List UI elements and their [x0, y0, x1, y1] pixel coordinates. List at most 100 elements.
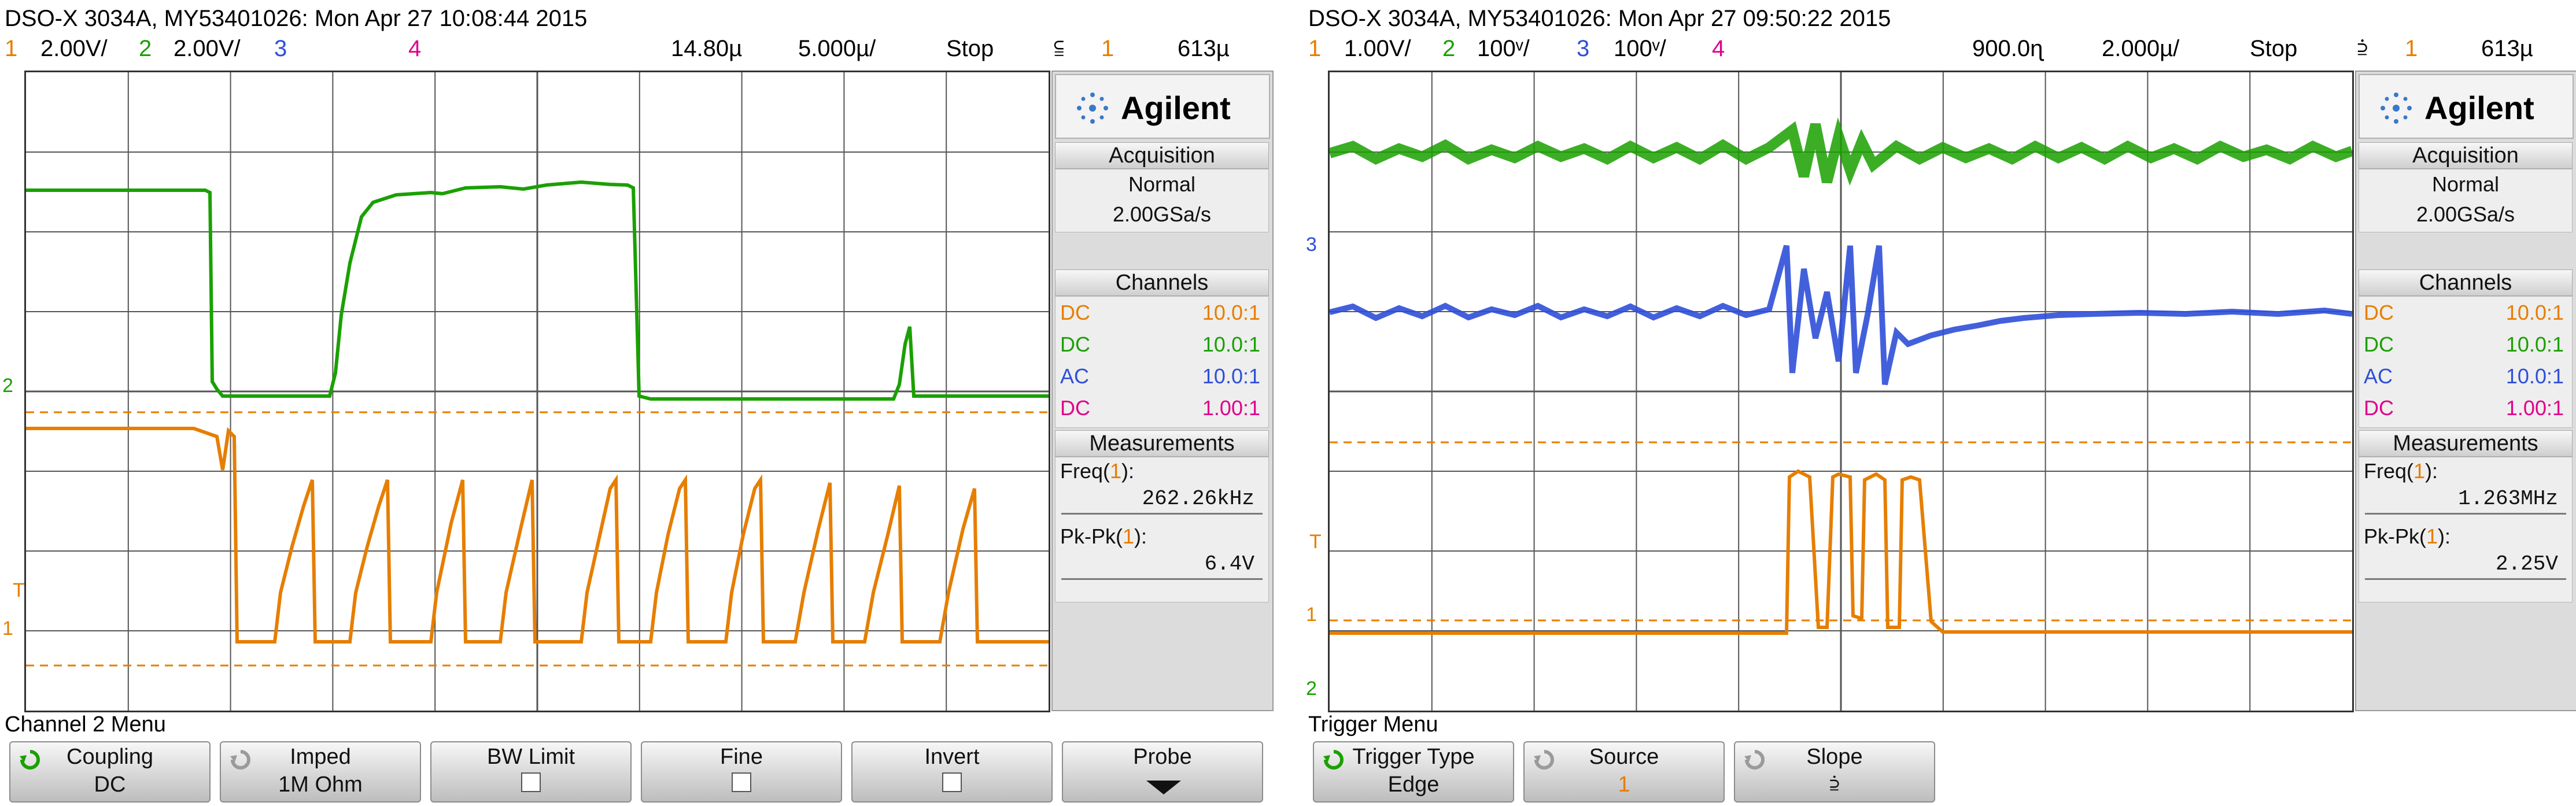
channel-row-1: DC 10.0:1: [2359, 297, 2572, 328]
time-scale[interactable]: 5.000µ/: [798, 36, 876, 61]
spark-icon: [1077, 93, 1108, 124]
softkey-value: ⫄: [1829, 772, 1840, 797]
ch2-number[interactable]: 2: [1442, 36, 1456, 61]
pkpk-value: 2.25V: [2365, 550, 2566, 580]
channel-probe-ratio: 10.0:1: [1202, 332, 1260, 356]
softkey-bar: Trigger Type Edge Source 1 Slope ⫄: [1304, 741, 2576, 806]
status-bar: DSO-X 3034A, MY53401026: Mon Apr 27 09:5…: [1304, 0, 2576, 68]
trigger-slope-icon: ⫅: [1054, 36, 1064, 61]
softkey-value: 1: [1618, 772, 1630, 797]
menu-title: Channel 2 Menu: [5, 712, 166, 737]
rotate-knob-icon: [1534, 750, 1554, 770]
channel-row-4: DC 1.00:1: [1056, 392, 1268, 424]
trigger-source[interactable]: 1: [1101, 36, 1114, 61]
side-panel: Agilent Acquisition Normal 2.00GSa/s Cha…: [1051, 71, 1274, 711]
channel-coupling: DC: [2364, 332, 2394, 356]
measurements-list: Freq(1): 262.26kHz Pk-Pk(1): 6.4V: [1055, 457, 1269, 602]
measurements-list: Freq(1): 1.263MHz Pk-Pk(1): 2.25V: [2359, 457, 2573, 602]
probe-softkey[interactable]: Probe: [1062, 741, 1263, 803]
ch1-ground-marker[interactable]: 1: [1306, 604, 1317, 626]
channel-row-3: AC 10.0:1: [1056, 360, 1268, 392]
channel-row-4: DC 1.00:1: [2359, 392, 2572, 424]
scope-screen-right: DSO-X 3034A, MY53401026: Mon Apr 27 09:5…: [1304, 0, 2576, 806]
ch3-ground-marker[interactable]: 3: [1306, 234, 1317, 256]
softkey-value: 1M Ohm: [278, 772, 363, 797]
channels-list: DC 10.0:1 DC 10.0:1 AC 10.0:1 DC 1.00:1: [2359, 296, 2573, 428]
waveform-display[interactable]: [24, 71, 1050, 712]
side-panel: Agilent Acquisition Normal 2.00GSa/s Cha…: [2355, 71, 2576, 711]
brand-logo: Agilent: [2359, 74, 2574, 139]
trigger-slope-icon: ⫄: [2357, 36, 2368, 61]
measurements-header: Measurements: [1055, 430, 1269, 457]
ch4-number[interactable]: 4: [408, 36, 422, 61]
channel-coupling: DC: [1060, 332, 1090, 356]
run-state[interactable]: Stop: [2250, 36, 2298, 61]
rotate-knob-icon: [1323, 750, 1344, 770]
softkey-label: Invert: [924, 745, 980, 769]
ch3-number[interactable]: 3: [274, 36, 287, 61]
instrument-title: DSO-X 3034A, MY53401026: Mon Apr 27 10:0…: [5, 6, 588, 31]
trigger-type-softkey[interactable]: Trigger Type Edge: [1313, 741, 1514, 803]
time-offset[interactable]: 900.0ɳ: [1972, 36, 2043, 61]
ch2-scale[interactable]: 100ᵛ/: [1477, 36, 1530, 61]
trigger-level[interactable]: 613µ: [2481, 36, 2533, 61]
channel-probe-ratio: 1.00:1: [1202, 396, 1260, 420]
run-state[interactable]: Stop: [946, 36, 994, 61]
rotate-knob-icon: [1744, 750, 1765, 770]
trigger-source[interactable]: 1: [2405, 36, 2418, 61]
pkpk-label: Pk-Pk(1):: [2364, 524, 2451, 548]
time-scale[interactable]: 2.000µ/: [2102, 36, 2180, 61]
ch2-scale[interactable]: 2.00V/: [174, 36, 241, 61]
ch1-ground-marker[interactable]: 1: [2, 618, 13, 639]
fine-checkbox[interactable]: [732, 772, 751, 792]
rotate-knob-icon: [20, 750, 40, 770]
channel-probe-ratio: 10.0:1: [1202, 364, 1260, 388]
freq-value: 1.263MHz: [2365, 485, 2566, 515]
trigger-level[interactable]: 613µ: [1178, 36, 1230, 61]
invert-checkbox[interactable]: [942, 772, 962, 792]
ch1-number[interactable]: 1: [5, 36, 18, 61]
ch3-scale[interactable]: 100ᵛ/: [1614, 36, 1666, 61]
softkey-label: Coupling: [67, 745, 153, 769]
slope-softkey[interactable]: Slope ⫄: [1734, 741, 1935, 803]
ch2-ground-marker[interactable]: 2: [1306, 678, 1317, 700]
channel-probe-ratio: 10.0:1: [2505, 301, 2564, 324]
ch1-number[interactable]: 1: [1308, 36, 1322, 61]
trigger-level-marker[interactable]: T: [13, 579, 25, 601]
coupling-softkey[interactable]: Coupling DC: [9, 741, 211, 803]
channel-settings-line: 1 1.00V/ 2 100ᵛ/ 3 100ᵛ/ 4 900.0ɳ 2.000µ…: [1304, 36, 2576, 65]
softkey-label: Probe: [1133, 745, 1192, 769]
channel-probe-ratio: 10.0:1: [2505, 332, 2564, 356]
acquisition-mode: Normal: [2431, 172, 2499, 196]
softkey-bar: Coupling DC Imped 1M Ohm BW Limit Fine I…: [0, 741, 1272, 806]
softkey-label: BW Limit: [487, 745, 575, 769]
waveform-display[interactable]: [1328, 71, 2354, 712]
bw-limit-softkey[interactable]: BW Limit: [430, 741, 632, 803]
source-softkey[interactable]: Source 1: [1523, 741, 1725, 803]
trigger-level-marker[interactable]: T: [1309, 531, 1322, 553]
channel-row-3: AC 10.0:1: [2359, 360, 2572, 392]
ch1-scale[interactable]: 1.00V/: [1344, 36, 1411, 61]
ch2-ground-marker[interactable]: 2: [2, 375, 13, 397]
brand-name: Agilent: [2424, 90, 2534, 126]
invert-softkey[interactable]: Invert: [851, 741, 1053, 803]
softkey-label: Trigger Type: [1352, 745, 1475, 769]
submenu-arrow-icon: [1146, 781, 1181, 794]
fine-softkey[interactable]: Fine: [641, 741, 842, 803]
time-offset[interactable]: 14.80µ: [671, 36, 743, 61]
bw-limit-checkbox[interactable]: [521, 772, 541, 792]
channel-coupling: DC: [1060, 396, 1090, 420]
acquisition-info: Normal 2.00GSa/s: [1055, 169, 1269, 232]
softkey-label: Imped: [290, 745, 351, 769]
ch2-number[interactable]: 2: [139, 36, 152, 61]
pkpk-label: Pk-Pk(1):: [1060, 524, 1147, 548]
ch3-number[interactable]: 3: [1577, 36, 1590, 61]
channel-probe-ratio: 10.0:1: [2505, 364, 2564, 388]
channel-settings-line: 1 2.00V/ 2 2.00V/ 3 4 14.80µ 5.000µ/ Sto…: [0, 36, 1272, 65]
channel-coupling: AC: [1060, 364, 1090, 388]
spark-icon: [2381, 93, 2412, 124]
sample-rate: 2.00GSa/s: [2416, 202, 2515, 226]
ch1-scale[interactable]: 2.00V/: [40, 36, 108, 61]
ch4-number[interactable]: 4: [1712, 36, 1725, 61]
imped-softkey[interactable]: Imped 1M Ohm: [220, 741, 421, 803]
